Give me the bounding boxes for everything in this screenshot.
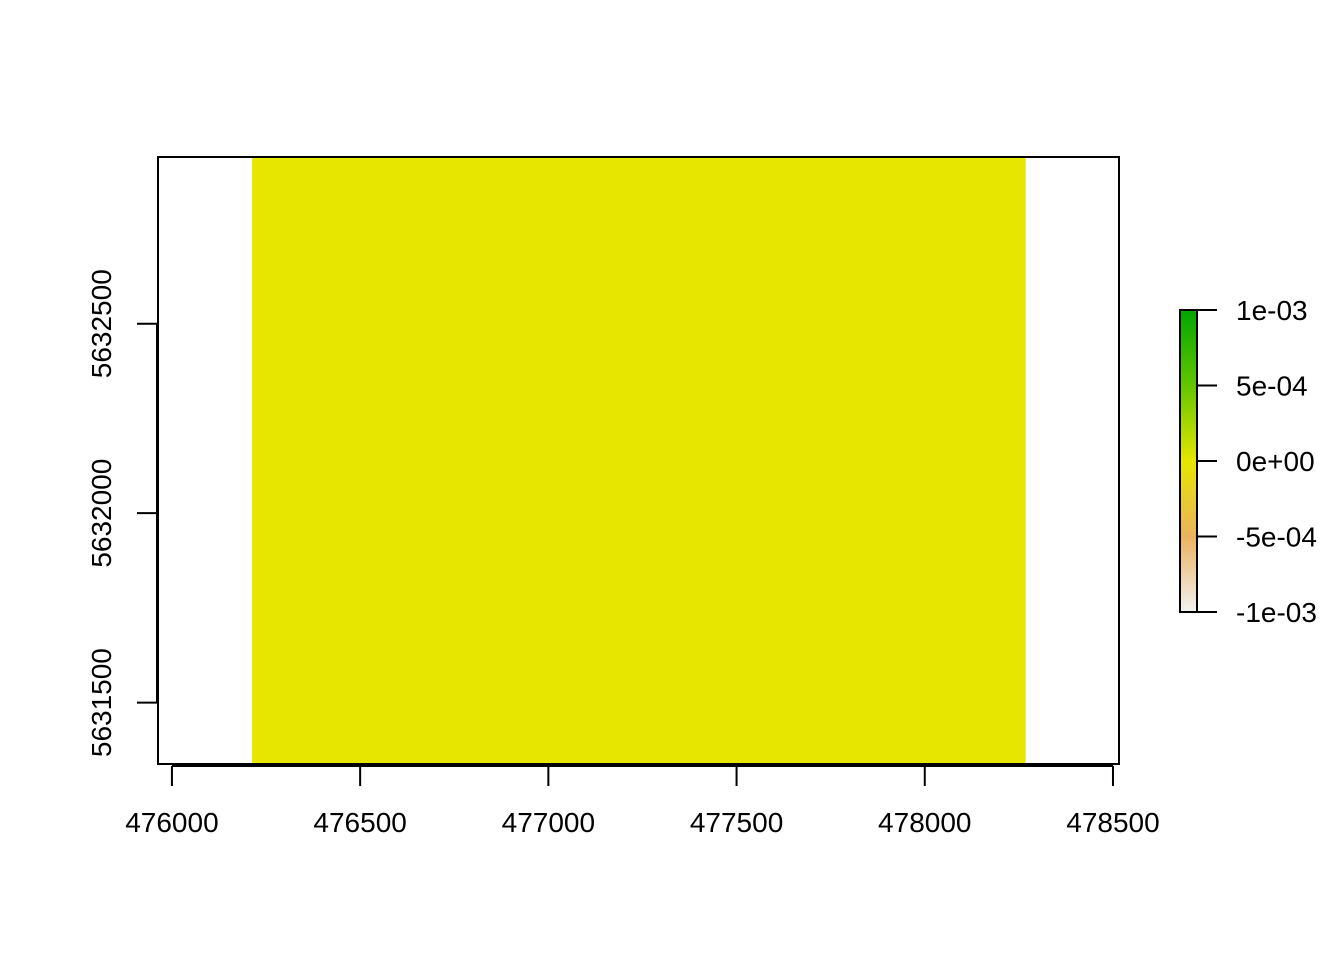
x-tick-label: 478000 bbox=[878, 807, 971, 838]
y-tick-label: 5631500 bbox=[86, 648, 117, 757]
raster-layer bbox=[252, 157, 1026, 764]
legend-tick-label: 1e-03 bbox=[1236, 295, 1308, 326]
legend-tick-label: 0e+00 bbox=[1236, 446, 1315, 477]
legend-tick-label: 5e-04 bbox=[1236, 371, 1308, 402]
x-axis: 476000 476500 477000 477500 478000 478500 bbox=[125, 765, 1160, 838]
legend-tick-label: -5e-04 bbox=[1236, 522, 1317, 553]
x-tick-label: 476500 bbox=[313, 807, 406, 838]
x-tick-label: 477500 bbox=[690, 807, 783, 838]
legend-tick-label: -1e-03 bbox=[1236, 597, 1317, 628]
y-axis: 5631500 5632000 5632500 bbox=[86, 269, 158, 757]
color-legend: 1e-03 5e-04 0e+00 -5e-04 -1e-03 bbox=[1179, 295, 1317, 628]
legend-bar bbox=[1179, 309, 1198, 613]
y-tick-label: 5632000 bbox=[86, 459, 117, 568]
x-tick-label: 478500 bbox=[1066, 807, 1159, 838]
x-tick-label: 477000 bbox=[502, 807, 595, 838]
y-tick-label: 5632500 bbox=[86, 269, 117, 378]
x-tick-label: 476000 bbox=[125, 807, 218, 838]
raster-cell bbox=[252, 157, 1026, 764]
